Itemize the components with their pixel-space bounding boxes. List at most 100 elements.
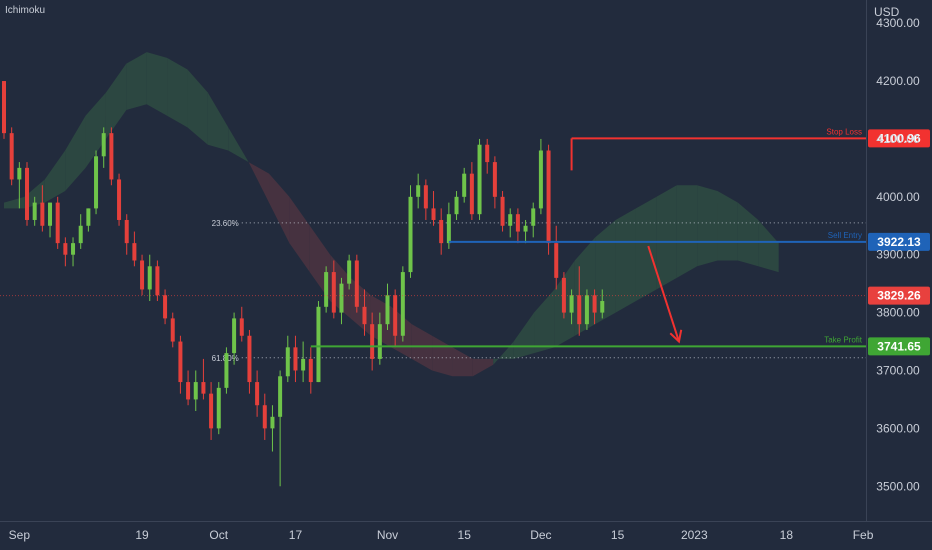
y-tick-label: 3500.00: [876, 479, 920, 493]
candle-body: [2, 81, 6, 134]
cloud-segment: [452, 347, 473, 377]
candlesticks: [2, 81, 605, 487]
candle-body: [377, 324, 382, 359]
cloud-segment: [126, 52, 147, 110]
candle-body: [462, 173, 467, 197]
x-tick-label: 15: [458, 528, 472, 542]
candle-body: [600, 301, 605, 313]
x-tick-label: 17: [289, 528, 303, 542]
current-price-text: 3829.26: [877, 289, 921, 303]
candle-body: [301, 358, 306, 371]
y-tick-label: 3800.00: [876, 306, 920, 320]
candle-body: [485, 144, 490, 163]
cloud-segment: [615, 208, 636, 313]
candle-body: [25, 167, 30, 220]
level-label: Stop Loss: [826, 127, 862, 136]
cloud-segment: [697, 185, 718, 267]
candle-body: [316, 306, 321, 383]
candle-body: [523, 225, 528, 232]
cloud-segment: [595, 219, 616, 325]
y-tick-label: 4100.00: [876, 132, 920, 146]
level-price-text: 3741.65: [877, 339, 921, 353]
cloud-segment: [167, 57, 188, 128]
candle-body: [101, 133, 106, 157]
candle-body: [262, 405, 267, 429]
candle-body: [492, 162, 497, 197]
candle-body: [285, 347, 290, 377]
level-price-text: 4100.96: [877, 131, 921, 145]
candle-body: [86, 208, 91, 226]
candle-body: [531, 208, 536, 226]
candle-body: [224, 353, 229, 388]
candle-body: [247, 335, 252, 383]
candle-body: [117, 179, 122, 220]
currency-label: USD: [874, 5, 900, 19]
candle-body: [209, 393, 214, 429]
candle-body: [561, 277, 566, 313]
cloud-segment: [676, 185, 698, 278]
candle-body: [293, 347, 298, 371]
x-tick-label: 2023: [681, 528, 708, 542]
candle-body: [508, 214, 513, 226]
candle-body: [186, 382, 191, 400]
candle-body: [592, 295, 597, 313]
candle-body: [55, 202, 60, 244]
candle-body: [331, 272, 336, 313]
candle-body: [308, 358, 313, 383]
axis-separator: [866, 0, 867, 521]
fib-label: 23.60%: [212, 219, 239, 228]
candle-body: [324, 272, 329, 307]
candle-body: [239, 318, 244, 336]
x-tick-label: 15: [611, 528, 625, 542]
y-tick-label: 4000.00: [876, 190, 920, 204]
candle-body: [408, 196, 413, 273]
time-axis-separator: [0, 521, 932, 522]
x-tick-label: Nov: [377, 528, 398, 542]
candle-body: [400, 272, 405, 336]
candle-body: [32, 202, 37, 220]
candle-body: [339, 283, 344, 313]
candle-body: [584, 295, 589, 325]
candle-body: [347, 260, 352, 284]
y-tick-label: 3700.00: [876, 363, 920, 377]
cloud-segment: [758, 219, 779, 273]
candle-body: [439, 219, 444, 244]
cloud-segment: [24, 179, 45, 209]
candle-body: [393, 295, 398, 336]
arrow-head: [669, 329, 683, 344]
candle-body: [446, 214, 451, 244]
candle-body: [454, 196, 459, 215]
candle-body: [147, 266, 152, 290]
price-axis: 3500.00 3600.00 3700.00 3800.00 3900.00 4000.…: [876, 16, 920, 493]
candle-body: [124, 219, 129, 244]
candle-body: [362, 306, 367, 325]
y-tick-label: 3600.00: [876, 421, 920, 435]
cloud-segment: [656, 185, 677, 290]
candle-body: [9, 133, 14, 180]
candle-body: [201, 382, 206, 394]
cloud-segment: [269, 173, 290, 244]
cloud-segment: [146, 52, 168, 116]
x-tick-label: Sep: [9, 528, 31, 542]
cloud-segment: [44, 150, 66, 203]
x-tick-label: Oct: [209, 528, 228, 542]
level-label: Sell Entry: [828, 231, 862, 240]
candle-body: [278, 376, 283, 417]
candle-body: [17, 167, 22, 180]
cloud-segment: [635, 196, 657, 302]
y-tick-label: 3900.00: [876, 248, 920, 262]
indicator-label[interactable]: Ichimoku: [5, 5, 46, 16]
candle-body: [140, 260, 145, 290]
level-price-text: 3922.13: [877, 235, 921, 249]
x-tick-label: Feb: [853, 528, 874, 542]
candle-body: [423, 185, 428, 209]
candle-body: [71, 243, 76, 255]
candle-body: [40, 202, 45, 226]
time-axis: Sep 19 Oct 17 Nov 15 Dec 15 2023 18 Feb: [9, 528, 874, 542]
cloud-segment: [207, 92, 229, 151]
cloud-segment: [248, 162, 270, 203]
level-label: Take Profit: [824, 335, 863, 344]
cloud-segment: [513, 312, 535, 359]
candle-body: [216, 387, 221, 429]
